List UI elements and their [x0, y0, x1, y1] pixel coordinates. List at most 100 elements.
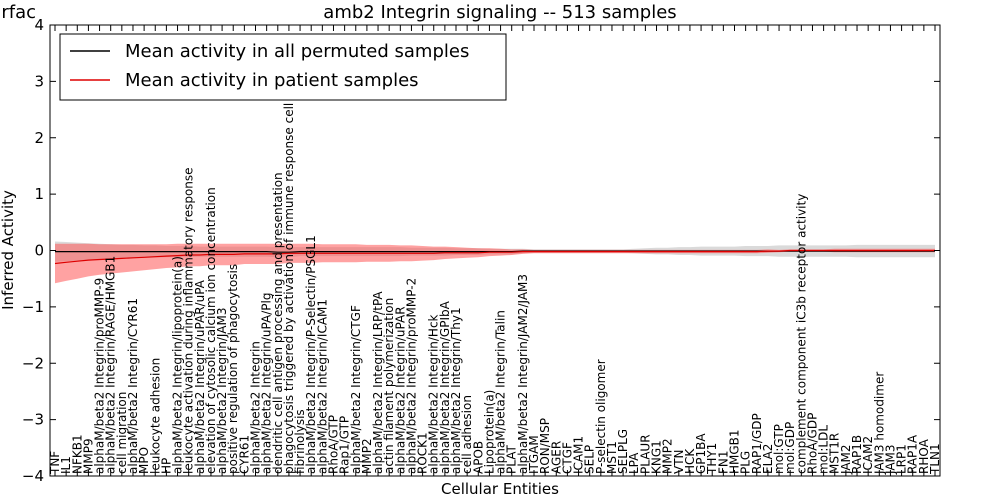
category-label: MMP9: [81, 438, 95, 474]
category-label: alphaM/beta2 Integrin/Talin: [494, 310, 508, 474]
y-tick-label: 4: [34, 16, 44, 34]
category-label: HP: [159, 458, 173, 474]
category-label: leukocyte activation during inflammatory…: [182, 167, 196, 474]
category-label: RAP1A: [906, 434, 920, 474]
clipped-title-text: urfac: [0, 2, 36, 23]
y-tick-label: 0: [34, 242, 44, 260]
category-label: Rap1/GTP: [338, 416, 352, 474]
series-lines: [54, 249, 935, 265]
category-label: CTGF: [560, 442, 574, 474]
category-label: positive regulation of phagocytosis: [226, 264, 240, 474]
y-tick-label: 3: [34, 72, 44, 90]
category-label: actin filament polymerization: [382, 298, 396, 474]
category-label: MST1R: [828, 433, 842, 474]
y-tick-label: −4: [22, 467, 44, 485]
y-tick-label: −1: [22, 298, 44, 316]
category-label: fibrinolysis: [293, 409, 307, 474]
category-label: CYR61: [237, 435, 251, 474]
y-tick-label: 2: [34, 129, 44, 147]
category-label: mol:GTP: [772, 424, 786, 474]
category-label: phagocytosis triggered by activation of …: [282, 55, 296, 474]
category-label: ELA2: [761, 444, 775, 474]
category-label: RAP1B: [850, 435, 864, 474]
category-label: alphaM/beta2 Integrin/JAM2/JAM3: [516, 274, 530, 474]
y-tick-label: 1: [34, 185, 44, 203]
category-label: alphaM/beta2 Integrin/LRP/tPA: [371, 291, 385, 474]
patient-mean-line: [54, 249, 935, 265]
category-label: VTN: [672, 449, 686, 474]
category-label: Lipoprotein(a): [482, 390, 496, 474]
category-label: SELPLG: [616, 429, 630, 474]
category-label: THY1: [705, 443, 719, 475]
category-label: alphaM/beta2 Integrin/lipoprotein(a): [171, 256, 185, 474]
category-label: AGER: [549, 441, 563, 474]
category-label: HCK: [683, 448, 697, 474]
category-label: MST1: [605, 441, 619, 474]
category-label: RAP1/GDP: [750, 413, 764, 474]
category-label: NFKB1: [70, 434, 84, 474]
category-label: complement component iC3b receptor activ…: [794, 194, 808, 474]
category-label: elevation of cytosolic calcium ion conce…: [204, 187, 218, 474]
category-label: alphaM/beta2 Integrin/proMMP-9: [93, 278, 107, 474]
category-label: leukocyte adhesion: [148, 358, 162, 474]
category-label: RhoA/GTP: [327, 415, 341, 474]
legend-label-patient: Mean activity in patient samples: [125, 70, 419, 91]
category-label: TNF: [48, 451, 62, 475]
category-label: alphaM/beta2 Integrin/uPAR: [393, 306, 407, 474]
category-label: RHOA: [917, 438, 931, 474]
category-label: SELP: [583, 445, 597, 474]
category-label: alphaM/beta2 Integrin/proMMP-2: [405, 278, 419, 474]
category-label: HMGB1: [728, 429, 742, 474]
legend-box: [59, 33, 507, 101]
x-axis: [54, 25, 936, 476]
category-label: MMP2: [360, 438, 374, 474]
category-label: JAM3 homodimer: [872, 372, 886, 475]
legend-label-permuted: Mean activity in all permuted samples: [125, 41, 469, 62]
category-label: LPA: [627, 452, 641, 474]
category-label: FN1: [716, 450, 730, 474]
category-label: P-selectin oligomer: [594, 359, 608, 474]
category-label: dendritic cell antigen processing and pr…: [271, 172, 285, 474]
category-label: alphaM/beta2 Integrin/GPIbA: [438, 300, 452, 474]
category-label: TLN1: [928, 443, 942, 475]
category-label: ITGAM: [527, 435, 541, 474]
category-label: cell adhesion: [460, 395, 474, 474]
category-label: IL1: [59, 456, 73, 474]
category-label: mol:GDP: [783, 422, 797, 474]
category-label: MPO: [137, 447, 151, 474]
category-label: APOB: [471, 441, 485, 474]
category-label: alphaM/beta2 Integrin/uPAR/uPA: [193, 279, 207, 474]
category-label: RON/MSP: [538, 418, 552, 474]
category-label: alphaM/beta2 Integrin/JAM3: [215, 308, 229, 474]
category-label: alphaM/beta2 Integrin/Hck: [427, 314, 441, 474]
y-axis-label: Inferred Activity: [0, 190, 17, 310]
y-tick-label: −3: [22, 411, 44, 429]
category-label: alphaM/beta2 Integrin/uPA/Plg: [260, 293, 274, 474]
category-label: MMP2: [661, 438, 675, 474]
category-label: alphaM/beta2 Integrin/CTGF: [349, 305, 363, 474]
category-label: PLAUR: [638, 434, 652, 474]
category-label: ICAM1: [572, 436, 586, 474]
category-label: KNG1: [650, 440, 664, 474]
category-label: PLG: [739, 451, 753, 474]
category-label: alphaM/beta2 Integrin/P-Selectin/PSGL1: [304, 235, 318, 474]
category-label: ICAM2: [861, 436, 875, 474]
chart-title: amb2 Integrin signaling -- 513 samples: [323, 2, 676, 23]
y-tick-label: −2: [22, 354, 44, 372]
category-label: mol:LDL: [817, 425, 831, 474]
category-label: JAM3: [883, 444, 897, 475]
category-label: ROCK1: [416, 432, 430, 474]
category-label: alphaM/beta2 Integrin/ICAM1: [315, 299, 329, 474]
category-label: LRP1: [895, 444, 909, 474]
category-label: alphaM/beta2 Integrin: [249, 341, 263, 474]
category-label: GP1BA: [694, 433, 708, 474]
category-label: alphaM/beta2 Integrin/RAGE/HMGB1: [104, 256, 118, 474]
legend: Mean activity in all permuted samples Me…: [59, 33, 507, 101]
category-label: JAM2: [839, 444, 853, 475]
category-label: alphaM/beta2 Integrin/CYR61: [126, 298, 140, 474]
category-label: alphaM/beta2 Integrin/Thy1: [449, 307, 463, 474]
x-axis-label: Cellular Entities: [441, 480, 559, 498]
category-label: RhoA/GDP: [806, 413, 820, 474]
